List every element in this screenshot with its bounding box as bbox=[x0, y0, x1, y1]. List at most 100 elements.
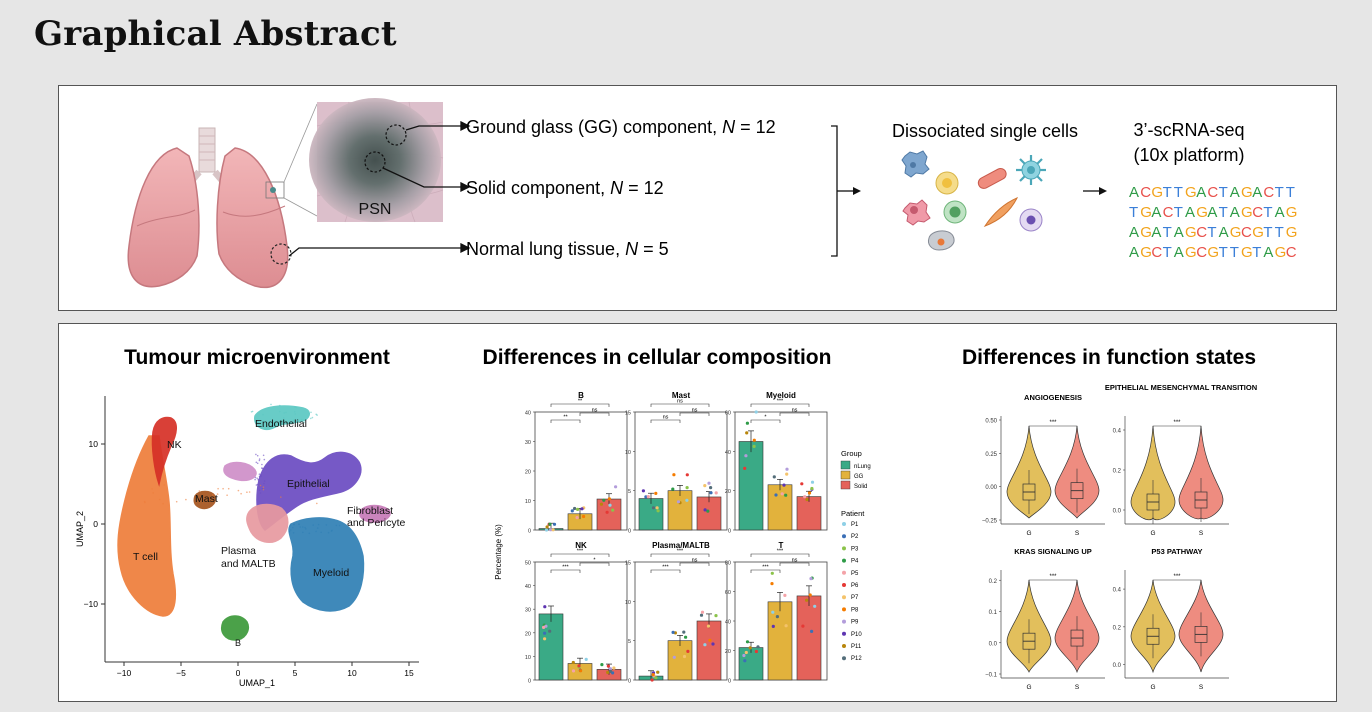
patient-point bbox=[785, 472, 789, 476]
umap-point bbox=[250, 411, 253, 413]
patient-point bbox=[672, 473, 676, 477]
patient-point bbox=[780, 492, 784, 496]
sequence-base: A bbox=[1174, 224, 1184, 241]
umap-point bbox=[290, 529, 292, 531]
umap-point bbox=[261, 467, 264, 470]
patient-point bbox=[543, 631, 547, 635]
sequence-base: C bbox=[1252, 204, 1263, 221]
umap-point bbox=[262, 454, 265, 457]
umap-point bbox=[217, 487, 219, 490]
patient-point bbox=[606, 664, 611, 668]
umap-point bbox=[293, 411, 296, 413]
violin-y-tick-label: −0.25 bbox=[982, 519, 998, 525]
patient-point bbox=[783, 593, 787, 597]
umap-point bbox=[256, 462, 259, 465]
patient-point bbox=[714, 614, 718, 618]
umap-point bbox=[312, 524, 314, 526]
umap-point bbox=[310, 417, 312, 420]
bar bbox=[538, 613, 564, 681]
umap-point bbox=[299, 526, 301, 528]
patient-legend-label: P12 bbox=[851, 656, 862, 662]
umap-cluster-label: Endothelial bbox=[255, 418, 307, 430]
patient-point bbox=[685, 498, 689, 502]
umap-cluster-label: Fibroblast bbox=[347, 505, 393, 517]
patient-point bbox=[810, 629, 814, 633]
umap-point bbox=[292, 419, 295, 422]
patient-legend-label: P3 bbox=[851, 546, 859, 552]
umap-cluster-b bbox=[221, 615, 249, 641]
patient-point bbox=[646, 495, 650, 499]
patient-point bbox=[813, 604, 817, 608]
patient-legend-dot bbox=[842, 595, 846, 600]
sequence-base: C bbox=[1151, 244, 1162, 261]
bar-y-tick-label: 20 bbox=[725, 489, 731, 495]
sequence-line: T GACT AGAT AGCT AG bbox=[1129, 204, 1297, 221]
sequence-base: C bbox=[1286, 244, 1297, 261]
patient-point bbox=[775, 615, 780, 619]
significance-bracket bbox=[650, 403, 710, 407]
patient-legend-dot bbox=[842, 570, 846, 575]
patient-point bbox=[607, 497, 612, 501]
umap-point bbox=[286, 421, 288, 423]
violin-x-label: S bbox=[1199, 684, 1204, 691]
patient-point bbox=[708, 638, 712, 642]
patient-legend-label: P11 bbox=[851, 644, 862, 650]
significance-bracket bbox=[1152, 579, 1202, 583]
sequence-base: G bbox=[1275, 244, 1287, 261]
significance-label: *** bbox=[1173, 420, 1181, 426]
bar-chart-title: NK bbox=[575, 541, 587, 550]
sequence-line: ACGT T GACT AGACT T bbox=[1129, 184, 1295, 201]
patient-legend-dot bbox=[842, 631, 846, 636]
umap-y-tick-label: 10 bbox=[89, 439, 99, 449]
significance-label: ns bbox=[792, 408, 798, 414]
umap-point bbox=[259, 492, 262, 494]
group-legend-swatch bbox=[840, 480, 851, 490]
sequence-base: A bbox=[1252, 184, 1262, 201]
patient-point bbox=[745, 640, 750, 644]
umap-point bbox=[248, 491, 251, 493]
umap-point bbox=[185, 498, 187, 501]
composition-ylabel: Percentage (%) bbox=[494, 524, 503, 580]
violin-x-label: G bbox=[1026, 684, 1031, 691]
patient-point bbox=[810, 486, 814, 491]
patient-legend-label: P4 bbox=[851, 559, 859, 565]
patient-point bbox=[745, 421, 750, 425]
significance-label: *** bbox=[677, 549, 684, 555]
patient-point bbox=[552, 522, 557, 526]
bar-chart-5: T 0 20 40 60 80 *** *** ns bbox=[725, 541, 828, 685]
umap-cluster-label: Myeloid bbox=[313, 567, 349, 579]
umap-cluster-fib bbox=[359, 504, 391, 523]
umap-point bbox=[310, 411, 312, 414]
significance-label: *** bbox=[1173, 574, 1181, 580]
patient-point bbox=[709, 491, 713, 495]
patient-point bbox=[684, 635, 688, 639]
umap-point bbox=[144, 501, 146, 504]
sequence-base: C bbox=[1241, 224, 1252, 241]
patient-point bbox=[671, 487, 675, 491]
significance-bracket bbox=[679, 562, 710, 566]
violin-y-tick-label: 0.2 bbox=[1113, 469, 1122, 475]
bar-y-tick-label: 0 bbox=[628, 679, 631, 685]
significance-label: ns bbox=[692, 558, 698, 564]
bar-y-tick-label: 40 bbox=[525, 411, 531, 417]
bar bbox=[696, 620, 722, 681]
patient-point bbox=[580, 507, 584, 511]
sequence-base: A bbox=[1151, 204, 1161, 221]
patient-point bbox=[656, 509, 660, 513]
patient-point bbox=[542, 625, 546, 629]
patient-point bbox=[699, 613, 704, 617]
significance-bracket bbox=[650, 419, 681, 423]
violin-title: EPITHELIAL MESENCHYMAL TRANSITION bbox=[1105, 383, 1257, 392]
significance-bracket bbox=[650, 569, 681, 573]
sequence-base: A bbox=[1174, 244, 1184, 261]
sequence-base: C bbox=[1140, 184, 1151, 201]
significance-label: *** bbox=[777, 399, 784, 405]
patient-point bbox=[641, 489, 646, 493]
significance-bracket bbox=[1152, 425, 1202, 429]
bar bbox=[738, 441, 764, 531]
significance-label: ns bbox=[663, 415, 669, 421]
sequence-base: T bbox=[1219, 184, 1228, 201]
umap-point bbox=[308, 532, 311, 535]
composition-bar-charts: B010203040****nsMast051015nsnsnsMyeloid0… bbox=[525, 391, 828, 685]
